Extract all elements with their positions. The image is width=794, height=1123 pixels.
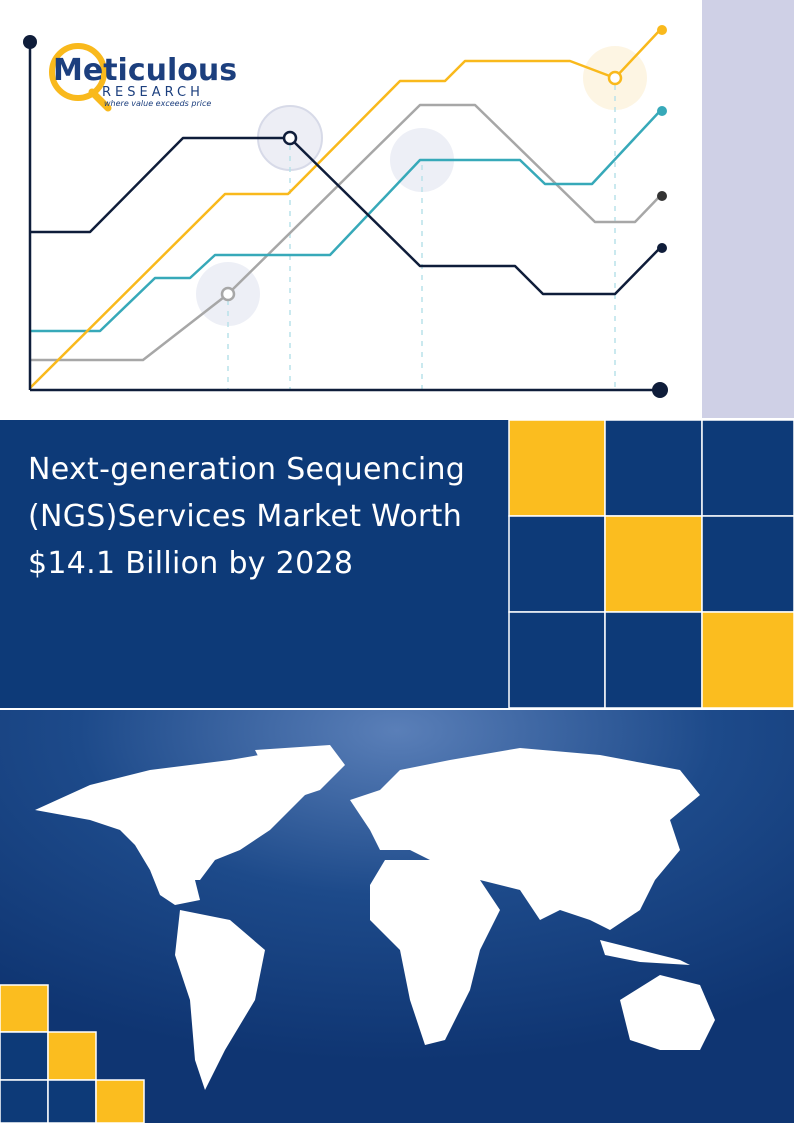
decorative-chart bbox=[23, 25, 668, 398]
logo-tagline: where value exceeds price bbox=[104, 99, 211, 108]
title-line: $14.1 Billion by 2028 bbox=[28, 546, 354, 581]
corner-squares bbox=[0, 984, 145, 1123]
logo-name: Meticulous bbox=[53, 53, 237, 88]
logo-sub: RESEARCH bbox=[102, 85, 204, 100]
title: Next-generation Sequencing (NGS)Services… bbox=[28, 446, 465, 587]
world-map bbox=[35, 745, 715, 1090]
title-line: (NGS)Services Market Worth bbox=[28, 499, 463, 534]
square-grid bbox=[508, 419, 794, 709]
logo: Meticulous RESEARCH where value exceeds … bbox=[40, 38, 255, 112]
side-strip bbox=[702, 0, 794, 418]
title-line: Next-generation Sequencing bbox=[28, 452, 466, 487]
